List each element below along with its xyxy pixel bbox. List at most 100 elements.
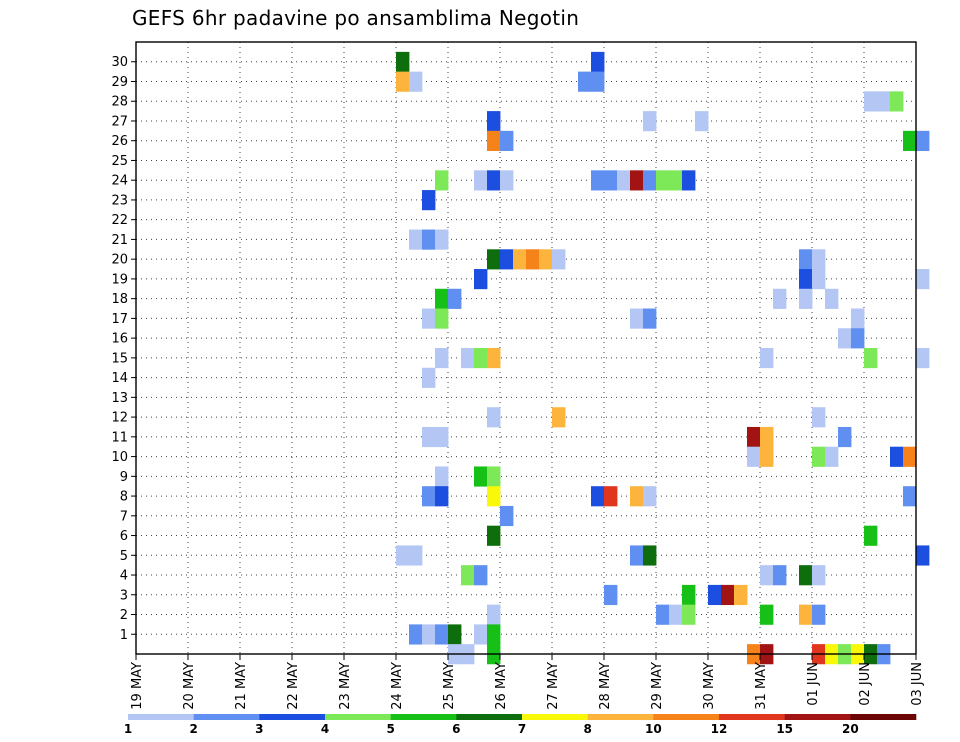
precip-cell: [760, 426, 774, 448]
y-tick-label: 30: [111, 55, 128, 70]
precip-cell: [773, 565, 787, 586]
precip-cell: [513, 249, 527, 270]
x-tick-label: 26 MAY: [494, 662, 509, 710]
precip-cell: [487, 624, 501, 645]
precip-cell: [682, 604, 696, 625]
precip-cell: [500, 505, 514, 527]
y-tick-label: 28: [111, 95, 128, 110]
precip-cell: [799, 269, 813, 290]
colorbar-swatch: [850, 714, 917, 720]
y-tick-label: 27: [111, 114, 128, 129]
precip-cell: [435, 288, 449, 309]
precip-cell: [474, 348, 488, 369]
precip-cell: [903, 130, 917, 151]
precip-cell: [903, 446, 917, 467]
precip-cell: [487, 407, 501, 428]
precip-cell: [747, 446, 761, 467]
colorbar-label: 2: [189, 722, 197, 736]
precip-cell: [760, 348, 774, 369]
precip-cell: [890, 446, 904, 467]
x-tick-label: 03 JUN: [910, 662, 925, 706]
y-tick-label: 25: [111, 154, 128, 169]
x-tick-label: 19 MAY: [130, 662, 145, 710]
precip-cell: [591, 71, 605, 92]
precip-cell: [656, 604, 670, 625]
precip-cell: [916, 269, 930, 290]
colorbar-label: 8: [583, 722, 591, 736]
precip-cell: [656, 170, 670, 191]
precip-cell: [422, 190, 436, 211]
y-tick-label: 24: [111, 174, 128, 189]
precip-cell: [396, 71, 410, 92]
y-tick-label: 23: [111, 193, 128, 208]
colorbar-swatch: [456, 714, 523, 720]
colorbar-label: 6: [452, 722, 460, 736]
y-tick-label: 12: [111, 411, 128, 426]
x-tick-label: 01 JUN: [806, 662, 821, 706]
precip-cell: [422, 486, 436, 507]
precip-cell: [435, 466, 449, 487]
precip-cell: [487, 130, 501, 151]
colorbar-swatch: [719, 714, 785, 720]
precip-cell: [838, 328, 852, 349]
precip-cell: [500, 130, 514, 151]
precip-cell: [474, 565, 488, 586]
colorbar-label: 3: [255, 722, 263, 736]
x-tick-label: 24 MAY: [390, 662, 405, 710]
precip-cell: [474, 170, 488, 191]
precip-cell: [487, 604, 501, 625]
colorbar-swatch: [325, 714, 391, 720]
y-tick-label: 22: [111, 213, 128, 228]
precip-cell: [760, 565, 774, 586]
precip-cell: [799, 565, 813, 586]
x-tick-label: 25 MAY: [442, 662, 457, 710]
precip-cell: [422, 229, 436, 250]
y-tick-label: 10: [111, 450, 128, 465]
colorbar-swatch: [259, 714, 326, 720]
precip-cell: [526, 249, 540, 270]
y-tick-label: 29: [111, 75, 128, 90]
precip-cell: [422, 308, 436, 329]
precip-cell: [448, 288, 462, 309]
y-tick-label: 21: [111, 233, 128, 248]
y-tick-label: 5: [120, 549, 128, 564]
precip-cell: [890, 91, 904, 112]
precip-cell: [500, 170, 514, 191]
precip-cell: [435, 229, 449, 250]
precip-cell: [487, 170, 501, 191]
precip-cell: [812, 407, 826, 428]
precip-cell: [838, 426, 852, 448]
precip-cell: [643, 170, 657, 191]
precip-cell: [604, 584, 618, 606]
y-tick-label: 19: [111, 272, 128, 287]
precip-cell: [903, 486, 917, 507]
y-tick-label: 7: [120, 509, 128, 524]
x-tick-label: 23 MAY: [338, 662, 353, 710]
precip-cell: [747, 426, 761, 448]
precip-cell: [578, 71, 592, 92]
precip-cell: [916, 130, 930, 151]
precip-cell: [487, 525, 501, 546]
precip-cell: [604, 486, 618, 507]
precip-cell: [669, 170, 683, 191]
precip-cell: [708, 584, 722, 606]
precip-cell: [409, 229, 423, 250]
colorbar-swatch: [128, 714, 194, 720]
precip-cell: [734, 584, 748, 606]
colorbar-swatch: [193, 714, 260, 720]
y-tick-label: 1: [120, 628, 128, 643]
precip-cell: [591, 51, 605, 73]
colorbar-swatch: [784, 714, 851, 720]
precip-cell: [474, 624, 488, 645]
precip-cell: [487, 348, 501, 369]
precip-cell: [799, 249, 813, 270]
x-tick-label: 28 MAY: [598, 662, 613, 710]
precip-cell: [539, 249, 553, 270]
y-tick-label: 4: [120, 569, 128, 584]
precip-cell: [799, 288, 813, 309]
plot-area: [136, 42, 916, 654]
precip-cell: [409, 71, 423, 92]
precip-cell: [435, 170, 449, 191]
precip-cell: [552, 407, 566, 428]
precip-cell: [422, 426, 436, 448]
